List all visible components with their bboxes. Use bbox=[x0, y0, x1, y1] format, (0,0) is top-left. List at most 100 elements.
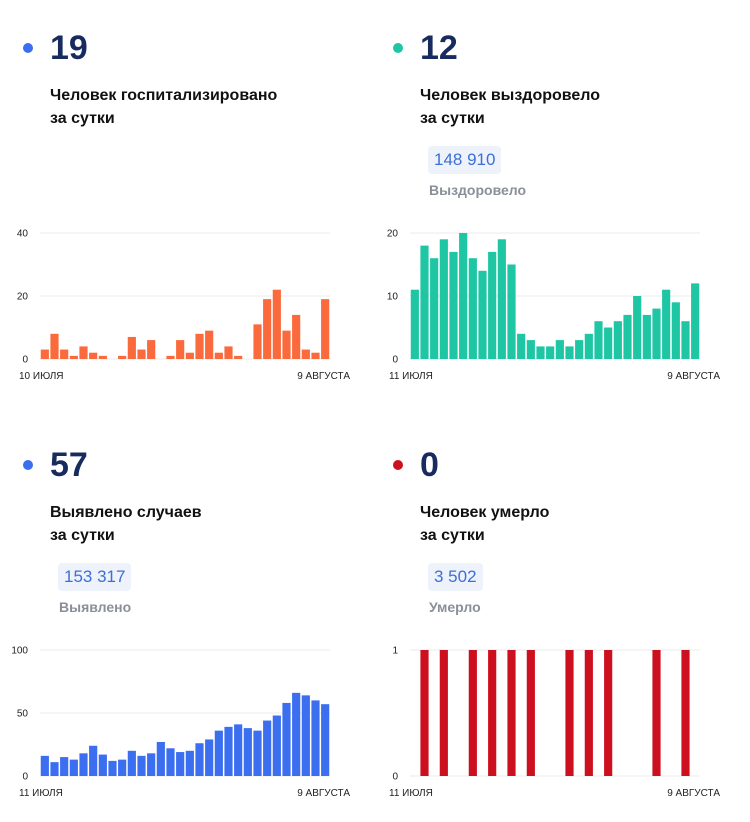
bar bbox=[565, 650, 574, 776]
bar bbox=[321, 704, 330, 776]
bar bbox=[166, 355, 175, 359]
bar bbox=[272, 715, 281, 776]
panel-header: 19 bbox=[20, 26, 380, 70]
bar bbox=[118, 355, 127, 359]
bar bbox=[652, 308, 661, 359]
bar bbox=[69, 355, 78, 359]
x-start-label: 11 ИЮЛЯ bbox=[389, 788, 433, 799]
bar bbox=[420, 245, 429, 359]
bar bbox=[410, 289, 419, 359]
bar bbox=[253, 324, 262, 359]
bar bbox=[195, 743, 204, 776]
panel-header: 0 bbox=[390, 443, 750, 487]
series-dot-icon bbox=[393, 460, 403, 470]
description-line-2: за сутки bbox=[420, 527, 485, 544]
bar bbox=[584, 333, 593, 359]
y-tick-label: 0 bbox=[392, 772, 398, 783]
description: Человек выздоровело за сутки bbox=[420, 84, 720, 130]
bar bbox=[459, 233, 468, 359]
bar bbox=[681, 650, 690, 776]
bar bbox=[604, 327, 613, 359]
y-tick-label: 0 bbox=[392, 355, 398, 366]
bar bbox=[79, 753, 88, 776]
bar bbox=[156, 741, 165, 776]
bar bbox=[292, 692, 301, 776]
daily-count: 0 bbox=[420, 446, 439, 484]
bar bbox=[282, 702, 291, 776]
bar bbox=[546, 346, 555, 359]
bar bbox=[555, 340, 564, 359]
bar bbox=[662, 289, 671, 359]
panel-header: 12 bbox=[390, 26, 750, 70]
bar bbox=[253, 730, 262, 776]
panel-deaths: 0 Человек умерло за сутки 3 502 Умерло bbox=[390, 443, 750, 615]
x-end-label: 9 АВГУСТА bbox=[667, 371, 720, 382]
x-end-label: 9 АВГУСТА bbox=[297, 788, 350, 799]
bar bbox=[420, 650, 429, 776]
bar bbox=[282, 330, 291, 359]
bar bbox=[79, 346, 88, 359]
bar bbox=[137, 755, 146, 776]
bar bbox=[40, 755, 49, 776]
bar bbox=[263, 720, 272, 776]
bar bbox=[224, 346, 233, 359]
total-badge: 148 910 bbox=[428, 146, 502, 174]
bar bbox=[507, 264, 516, 359]
bar bbox=[176, 340, 185, 359]
bar bbox=[234, 355, 243, 359]
bar bbox=[292, 314, 301, 359]
bar bbox=[89, 745, 98, 776]
description: Выявлено случаев за сутки bbox=[50, 501, 350, 547]
description-line-1: Выявлено случаев bbox=[50, 504, 202, 521]
bar bbox=[584, 650, 593, 776]
bar bbox=[205, 739, 214, 776]
total-label: Выздоровело bbox=[429, 182, 527, 198]
bar bbox=[507, 650, 516, 776]
bar bbox=[681, 321, 690, 359]
x-start-label: 10 ИЮЛЯ bbox=[19, 371, 64, 382]
total-label: Умерло bbox=[429, 599, 481, 615]
y-tick-label: 0 bbox=[22, 355, 28, 366]
bar bbox=[263, 299, 272, 359]
y-tick-label: 0 bbox=[22, 772, 28, 783]
chart-recovered: 0 10 20 11 ИЮЛЯ 9 АВГУСТА bbox=[387, 229, 720, 383]
bar bbox=[321, 299, 330, 359]
bar bbox=[185, 750, 194, 776]
series-dot-icon bbox=[23, 460, 33, 470]
y-tick-label: 20 bbox=[17, 292, 29, 303]
bar bbox=[526, 340, 535, 359]
bar bbox=[633, 296, 642, 359]
bar bbox=[497, 239, 506, 359]
bar bbox=[449, 251, 458, 359]
bar bbox=[536, 346, 545, 359]
bar bbox=[439, 239, 448, 359]
bar bbox=[98, 355, 107, 359]
description-line-2: за сутки bbox=[420, 110, 485, 127]
description: Человек госпитализировано за сутки bbox=[50, 84, 350, 130]
description-line-1: Человек госпитализировано bbox=[50, 87, 278, 104]
panel-hospitalized: 19 Человек госпитализировано за сутки bbox=[20, 26, 380, 130]
bar bbox=[468, 650, 477, 776]
bar bbox=[488, 251, 497, 359]
series-dot-icon bbox=[23, 43, 33, 53]
bar bbox=[430, 258, 439, 359]
panel-header: 57 bbox=[20, 443, 380, 487]
bar bbox=[224, 726, 233, 776]
bar bbox=[60, 349, 69, 359]
panel-recovered: 12 Человек выздоровело за сутки 148 910 … bbox=[390, 26, 750, 198]
description-line-2: за сутки bbox=[50, 110, 115, 127]
total-badge: 3 502 bbox=[428, 563, 483, 591]
bar bbox=[468, 258, 477, 359]
bar bbox=[60, 757, 69, 776]
bar bbox=[185, 352, 194, 359]
bar bbox=[214, 730, 223, 776]
bar bbox=[526, 650, 535, 776]
bar bbox=[127, 750, 136, 776]
bar bbox=[575, 340, 584, 359]
bar bbox=[439, 650, 448, 776]
bar bbox=[311, 352, 320, 359]
bar bbox=[98, 754, 107, 776]
bar bbox=[613, 321, 622, 359]
bar bbox=[301, 695, 310, 776]
bar bbox=[243, 728, 252, 776]
